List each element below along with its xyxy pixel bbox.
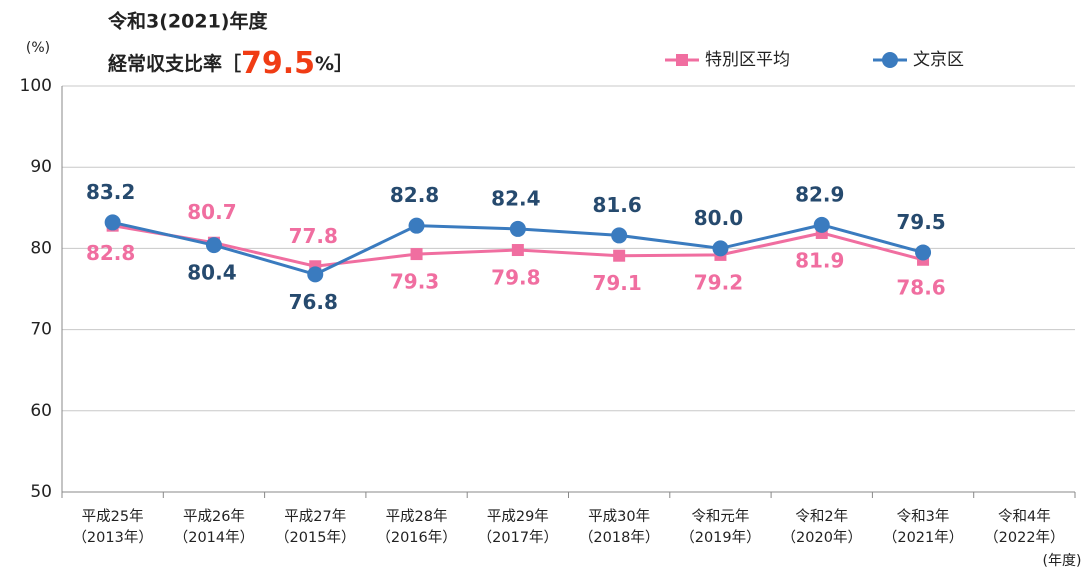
x-tick-label: 平成29年 xyxy=(487,508,549,525)
data-label: 79.1 xyxy=(592,271,641,295)
marker xyxy=(813,216,830,233)
data-label: 77.8 xyxy=(289,224,338,248)
x-tick-label: （2021年） xyxy=(883,529,963,546)
data-label: 78.6 xyxy=(896,275,945,299)
x-tick-label: （2022年） xyxy=(984,529,1064,546)
data-label: 80.4 xyxy=(187,261,236,285)
x-tick-label: （2019年） xyxy=(680,529,760,546)
marker xyxy=(712,240,729,257)
data-label: 82.8 xyxy=(86,241,135,265)
x-tick-label: 令和元年 xyxy=(691,508,749,525)
x-tick-label: 平成26年 xyxy=(183,508,245,525)
chart-title: 令和3(2021)年度 xyxy=(108,10,268,33)
x-tick-label: 令和2年 xyxy=(795,508,848,525)
x-tick-label: 平成27年 xyxy=(284,508,346,525)
data-label: 79.5 xyxy=(896,210,945,234)
marker xyxy=(613,249,626,262)
data-label: 82.9 xyxy=(795,182,844,206)
marker xyxy=(408,217,425,234)
y-tick-label: 80 xyxy=(30,238,52,258)
data-label: 81.6 xyxy=(592,193,641,217)
data-label: 83.2 xyxy=(86,180,135,204)
x-tick-label: 令和4年 xyxy=(998,508,1051,525)
x-tick-label: （2017年） xyxy=(478,529,558,546)
marker xyxy=(509,220,526,237)
x-tick-label: 平成30年 xyxy=(588,508,650,525)
subtitle-text: 経常収支比率［ xyxy=(108,52,241,75)
y-tick-label: 70 xyxy=(30,320,52,340)
data-label: 82.4 xyxy=(491,186,540,210)
y-tick-label: 60 xyxy=(30,401,52,421)
data-label: 79.3 xyxy=(390,270,439,294)
x-tick-label: （2014年） xyxy=(174,529,254,546)
y-tick-label: 50 xyxy=(30,482,52,502)
y-tick-label: 100 xyxy=(20,76,52,96)
chart-subtitle: 経常収支比率［79.5%］ xyxy=(108,46,353,81)
data-label: 81.9 xyxy=(795,248,844,272)
marker xyxy=(410,248,423,261)
x-tick-label: （2013年） xyxy=(72,529,152,546)
marker xyxy=(307,266,324,283)
data-label: 80.0 xyxy=(694,206,743,230)
data-label: 79.8 xyxy=(491,266,540,290)
marker xyxy=(511,244,524,257)
y-tick-label: 90 xyxy=(30,157,52,177)
subtitle-highlight: 79.5 xyxy=(241,46,315,81)
marker xyxy=(676,54,688,66)
marker xyxy=(205,237,222,254)
marker xyxy=(882,52,898,68)
x-tick-label: 平成25年 xyxy=(82,508,144,525)
data-label: 82.8 xyxy=(390,183,439,207)
marker xyxy=(611,227,628,244)
legend-label: 特別区平均 xyxy=(705,50,790,70)
x-axis-label: (年度) xyxy=(1043,553,1082,569)
x-tick-label: 平成28年 xyxy=(386,508,448,525)
data-label: 80.7 xyxy=(187,200,236,224)
data-label: 79.2 xyxy=(694,270,743,294)
x-tick-label: （2020年） xyxy=(782,529,862,546)
x-tick-label: （2015年） xyxy=(275,529,355,546)
marker xyxy=(915,244,932,261)
data-label: 76.8 xyxy=(289,290,338,314)
marker xyxy=(104,214,121,231)
x-tick-label: （2018年） xyxy=(579,529,659,546)
subtitle-suffix: %］ xyxy=(315,52,353,75)
x-tick-label: （2016年） xyxy=(376,529,456,546)
legend-label: 文京区 xyxy=(913,50,964,70)
x-tick-label: 令和3年 xyxy=(897,508,950,525)
y-axis-label: (%) xyxy=(26,40,50,56)
